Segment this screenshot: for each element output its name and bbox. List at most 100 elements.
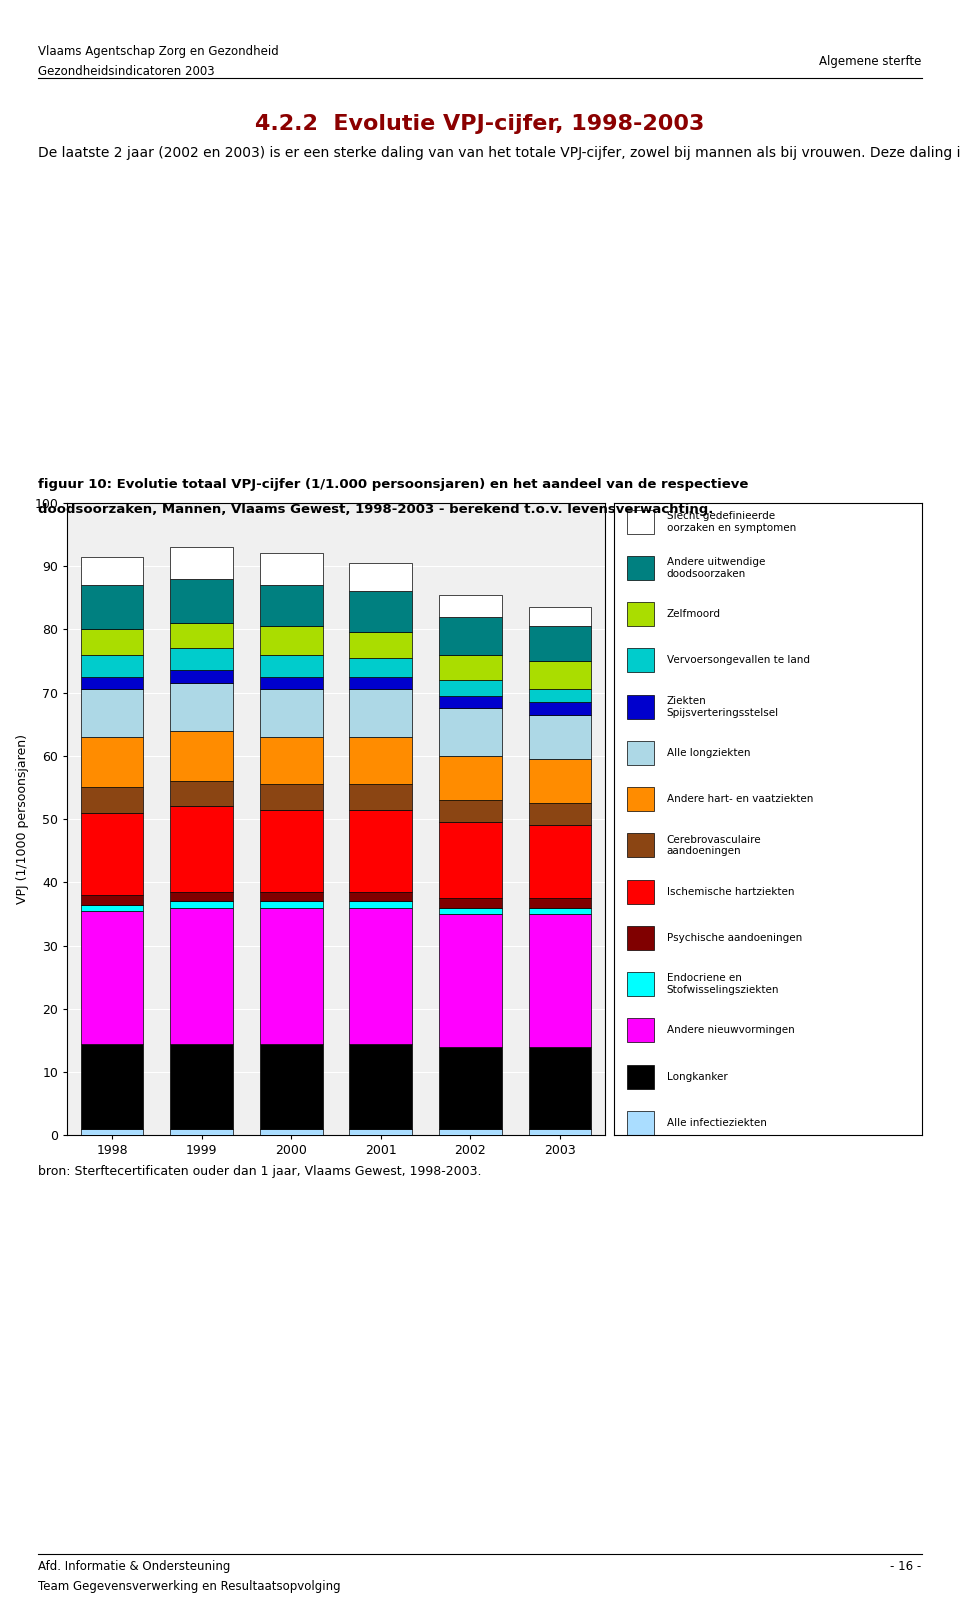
Bar xyxy=(627,509,655,534)
Text: Vervoersongevallen te land: Vervoersongevallen te land xyxy=(666,655,809,665)
Bar xyxy=(349,892,412,902)
Bar xyxy=(529,689,591,702)
Bar xyxy=(260,809,323,892)
Bar xyxy=(627,1111,655,1135)
Bar xyxy=(81,813,143,895)
Bar xyxy=(170,730,233,782)
Bar xyxy=(170,683,233,730)
Bar xyxy=(529,702,591,715)
Bar xyxy=(349,1043,412,1129)
Text: Alle infectieziekten: Alle infectieziekten xyxy=(666,1118,766,1127)
Bar xyxy=(439,908,502,915)
Text: Psychische aandoeningen: Psychische aandoeningen xyxy=(666,933,802,942)
Bar xyxy=(529,626,591,662)
Bar xyxy=(170,1129,233,1135)
Bar xyxy=(81,1129,143,1135)
Bar xyxy=(627,602,655,626)
Bar xyxy=(81,905,143,912)
Bar xyxy=(170,806,233,892)
Bar xyxy=(439,800,502,822)
Text: Zelfmoord: Zelfmoord xyxy=(666,610,721,620)
Text: De laatste 2 jaar (2002 en 2003) is er een sterke daling van van het totale VPJ-: De laatste 2 jaar (2002 en 2003) is er e… xyxy=(38,146,960,161)
Text: Team Gegevensverwerking en Resultaatsopvolging: Team Gegevensverwerking en Resultaatsopv… xyxy=(38,1580,341,1593)
Bar xyxy=(260,553,323,586)
Text: Andere uitwendige
doodsoorzaken: Andere uitwendige doodsoorzaken xyxy=(666,558,765,579)
Text: Ziekten
Spijsverteringsstelsel: Ziekten Spijsverteringsstelsel xyxy=(666,696,779,717)
Bar xyxy=(170,649,233,670)
Text: Vlaams Agentschap Zorg en Gezondheid: Vlaams Agentschap Zorg en Gezondheid xyxy=(38,45,279,58)
Bar xyxy=(439,756,502,800)
Bar xyxy=(260,689,323,736)
Bar xyxy=(627,1019,655,1043)
Bar xyxy=(439,655,502,680)
Bar xyxy=(349,676,412,689)
Bar xyxy=(81,912,143,1043)
Bar xyxy=(439,595,502,616)
Text: Andere nieuwvormingen: Andere nieuwvormingen xyxy=(666,1025,794,1035)
Bar xyxy=(170,579,233,623)
Text: Cerebrovasculaire
aandoeningen: Cerebrovasculaire aandoeningen xyxy=(666,835,761,856)
Bar xyxy=(529,803,591,826)
Text: Longkanker: Longkanker xyxy=(666,1072,728,1082)
Bar xyxy=(349,563,412,592)
Bar xyxy=(170,908,233,1043)
Bar xyxy=(529,715,591,759)
Bar xyxy=(529,1129,591,1135)
Bar xyxy=(170,782,233,806)
Bar xyxy=(349,659,412,676)
Bar xyxy=(260,785,323,809)
Bar xyxy=(81,676,143,689)
Bar xyxy=(349,908,412,1043)
Bar xyxy=(81,629,143,655)
Bar xyxy=(260,1129,323,1135)
Bar xyxy=(349,689,412,736)
Y-axis label: VPJ (1/1000 persoonsjaren): VPJ (1/1000 persoonsjaren) xyxy=(15,735,29,903)
Bar xyxy=(439,616,502,655)
Bar xyxy=(439,899,502,908)
Bar xyxy=(529,915,591,1046)
Bar xyxy=(170,892,233,902)
Bar xyxy=(627,834,655,858)
Bar xyxy=(260,676,323,689)
Bar xyxy=(260,655,323,676)
Bar xyxy=(260,586,323,626)
Text: - 16 -: - 16 - xyxy=(890,1560,922,1573)
Bar xyxy=(260,1043,323,1129)
Bar xyxy=(349,809,412,892)
Bar xyxy=(627,1064,655,1088)
Bar xyxy=(260,892,323,902)
Bar xyxy=(349,902,412,908)
Text: figuur 10: Evolutie totaal VPJ-cijfer (1/1.000 persoonsjaren) en het aandeel van: figuur 10: Evolutie totaal VPJ-cijfer (1… xyxy=(38,478,749,491)
Bar xyxy=(349,592,412,633)
Bar xyxy=(439,915,502,1046)
Bar xyxy=(627,926,655,950)
Text: Andere hart- en vaatziekten: Andere hart- en vaatziekten xyxy=(666,795,813,805)
Bar xyxy=(529,607,591,626)
Bar xyxy=(81,1043,143,1129)
Bar xyxy=(349,633,412,659)
Bar xyxy=(260,626,323,655)
Text: Afd. Informatie & Ondersteuning: Afd. Informatie & Ondersteuning xyxy=(38,1560,230,1573)
Bar xyxy=(439,709,502,756)
Bar xyxy=(529,908,591,915)
Bar xyxy=(439,822,502,899)
Text: Gezondheidsindicatoren 2003: Gezondheidsindicatoren 2003 xyxy=(38,65,215,78)
Bar xyxy=(627,787,655,811)
Bar xyxy=(81,586,143,629)
Bar xyxy=(260,902,323,908)
Bar xyxy=(81,655,143,676)
Bar xyxy=(81,556,143,586)
Bar xyxy=(170,670,233,683)
Bar xyxy=(439,696,502,709)
Bar xyxy=(170,623,233,649)
Bar xyxy=(349,785,412,809)
Bar xyxy=(349,736,412,785)
Bar xyxy=(349,1129,412,1135)
Bar xyxy=(81,736,143,788)
Bar xyxy=(627,741,655,766)
Text: doodsoorzaken, Mannen, Vlaams Gewest, 1998-2003 - berekend t.o.v. levensverwacht: doodsoorzaken, Mannen, Vlaams Gewest, 19… xyxy=(38,503,714,516)
Bar xyxy=(627,694,655,719)
Bar xyxy=(81,689,143,736)
Bar xyxy=(529,662,591,689)
Bar xyxy=(529,826,591,899)
